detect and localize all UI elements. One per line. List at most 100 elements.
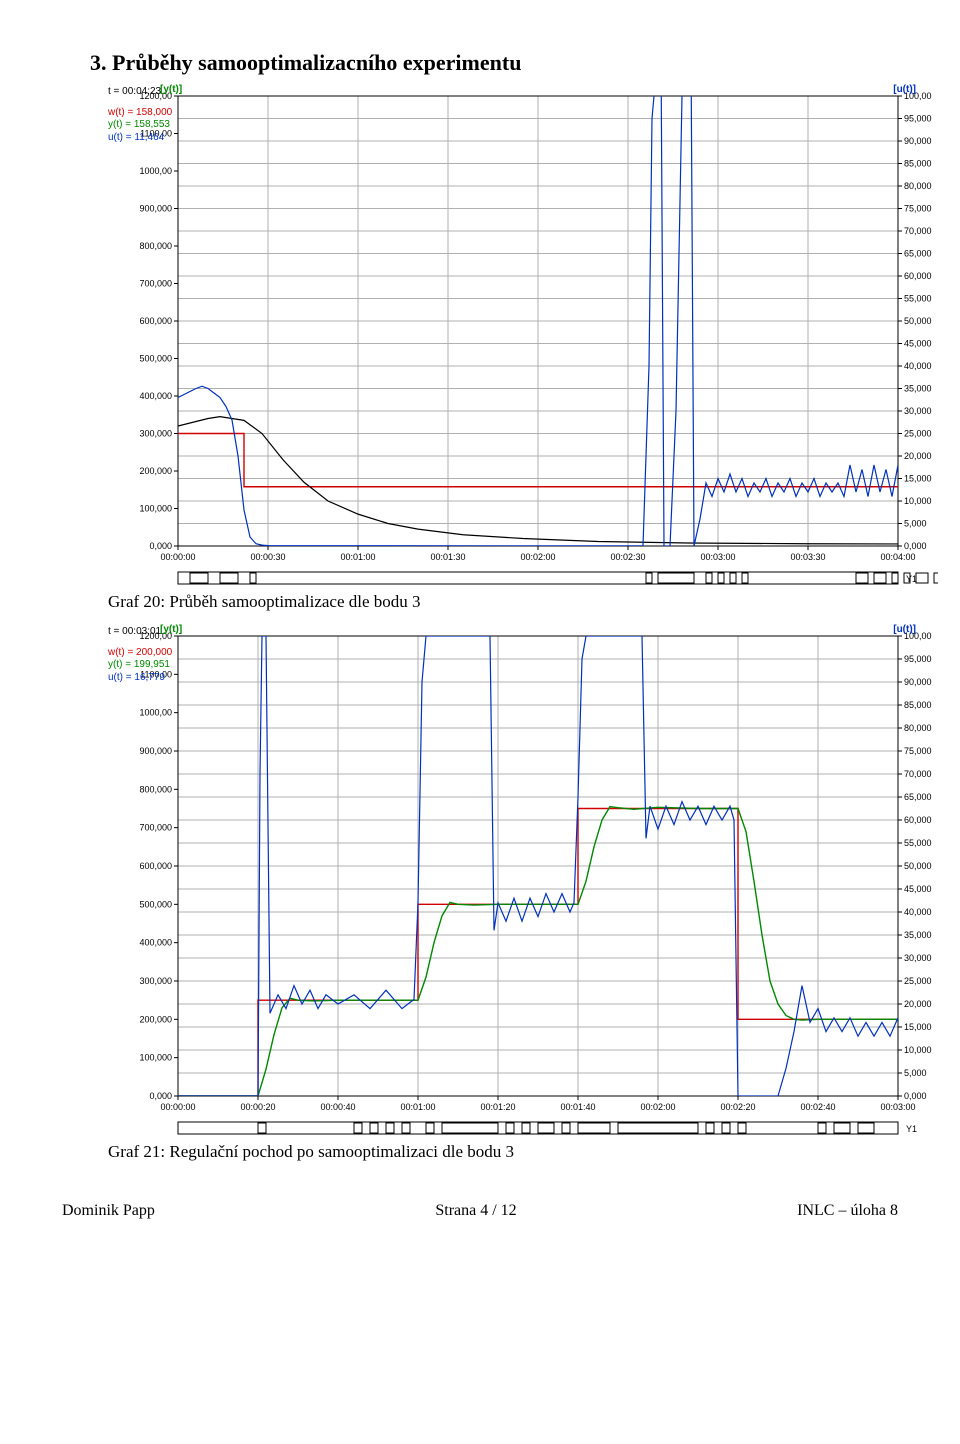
svg-text:0,000: 0,000	[904, 541, 927, 551]
svg-text:1000,00: 1000,00	[139, 166, 172, 176]
meta-y: y(t) = 158,553	[108, 119, 172, 132]
svg-text:10,000: 10,000	[904, 496, 932, 506]
meta-w: w(t) = 158,000	[108, 107, 172, 120]
chart-20-container: t = 00:04:23 w(t) = 158,000 y(t) = 158,5…	[108, 86, 938, 586]
chart-21-svg: 0,000 100,000 200,000 300,000 400,000 500,000…	[108, 626, 938, 1136]
svg-text:30,000: 30,000	[904, 406, 932, 416]
svg-text:80,000: 80,000	[904, 723, 932, 733]
svg-text:80,000: 80,000	[904, 181, 932, 191]
svg-text:00:02:30: 00:02:30	[610, 552, 645, 562]
svg-text:70,000: 70,000	[904, 769, 932, 779]
svg-text:00:01:40: 00:01:40	[560, 1102, 595, 1112]
svg-text:700,000: 700,000	[139, 279, 172, 289]
svg-text:75,000: 75,000	[904, 746, 932, 756]
svg-text:35,000: 35,000	[904, 384, 932, 394]
svg-text:900,000: 900,000	[139, 204, 172, 214]
svg-text:00:03:00: 00:03:00	[880, 1102, 915, 1112]
section-heading: 3. Průběhy samooptimalizacního experimen…	[90, 50, 900, 76]
svg-text:85,000: 85,000	[904, 159, 932, 169]
svg-text:300,000: 300,000	[139, 976, 172, 986]
chart-20-svg: 0,000100,000200,000300,000400,000500,000…	[108, 86, 938, 586]
chart-20-caption: Graf 20: Průběh samooptimalizace dle bod…	[108, 592, 900, 612]
svg-text:300,000: 300,000	[139, 429, 172, 439]
svg-text:00:04:00: 00:04:00	[880, 552, 915, 562]
footer-left: Dominik Papp	[62, 1202, 155, 1220]
svg-text:00:03:30: 00:03:30	[790, 552, 825, 562]
svg-text:400,000: 400,000	[139, 391, 172, 401]
page-footer: Dominik Papp Strana 4 / 12 INLC – úloha …	[60, 1202, 900, 1220]
svg-text:50,000: 50,000	[904, 316, 932, 326]
right-axis-title: [u(t)]	[893, 84, 916, 95]
svg-text:100,000: 100,000	[139, 1053, 172, 1063]
footer-center: Strana 4 / 12	[435, 1202, 516, 1220]
svg-text:55,000: 55,000	[904, 838, 932, 848]
svg-text:700,000: 700,000	[139, 823, 172, 833]
svg-text:00:02:00: 00:02:00	[520, 552, 555, 562]
svg-text:20,000: 20,000	[904, 999, 932, 1009]
meta-y: y(t) = 199,951	[108, 659, 172, 672]
svg-text:70,000: 70,000	[904, 226, 932, 236]
footer-right: INLC – úloha 8	[797, 1202, 898, 1220]
svg-text:00:00:20: 00:00:20	[240, 1102, 275, 1112]
svg-text:800,000: 800,000	[139, 241, 172, 251]
svg-text:95,000: 95,000	[904, 114, 932, 124]
svg-text:00:00:40: 00:00:40	[320, 1102, 355, 1112]
svg-text:60,000: 60,000	[904, 271, 932, 281]
svg-text:35,000: 35,000	[904, 930, 932, 940]
svg-text:0,000: 0,000	[149, 541, 172, 551]
svg-text:900,000: 900,000	[139, 746, 172, 756]
svg-text:00:01:30: 00:01:30	[430, 552, 465, 562]
svg-text:75,000: 75,000	[904, 204, 932, 214]
svg-text:1000,00: 1000,00	[139, 708, 172, 718]
svg-text:800,000: 800,000	[139, 784, 172, 794]
svg-text:40,000: 40,000	[904, 361, 932, 371]
svg-text:65,000: 65,000	[904, 792, 932, 802]
svg-text:0,000: 0,000	[149, 1091, 172, 1101]
svg-text:00:02:20: 00:02:20	[720, 1102, 755, 1112]
svg-text:0,000: 0,000	[904, 1091, 927, 1101]
svg-text:90,000: 90,000	[904, 136, 932, 146]
svg-text:90,000: 90,000	[904, 677, 932, 687]
svg-text:600,000: 600,000	[139, 316, 172, 326]
svg-text:200,000: 200,000	[139, 1014, 172, 1024]
svg-text:60,000: 60,000	[904, 815, 932, 825]
svg-text:200,000: 200,000	[139, 466, 172, 476]
svg-text:00:01:00: 00:01:00	[400, 1102, 435, 1112]
svg-text:600,000: 600,000	[139, 861, 172, 871]
svg-text:00:01:20: 00:01:20	[480, 1102, 515, 1112]
svg-text:45,000: 45,000	[904, 884, 932, 894]
svg-text:5,000: 5,000	[904, 1068, 927, 1078]
meta-w: w(t) = 200,000	[108, 647, 172, 660]
svg-text:00:00:00: 00:00:00	[160, 1102, 195, 1112]
svg-text:Y1: Y1	[906, 574, 917, 584]
svg-text:00:00:30: 00:00:30	[250, 552, 285, 562]
svg-text:30,000: 30,000	[904, 953, 932, 963]
svg-text:Y1: Y1	[906, 1124, 917, 1134]
svg-text:00:02:40: 00:02:40	[800, 1102, 835, 1112]
left-axis-title: [y(t)]	[160, 84, 182, 95]
svg-text:00:01:00: 00:01:00	[340, 552, 375, 562]
svg-text:65,000: 65,000	[904, 249, 932, 259]
meta-u: u(t) = 11,464	[108, 132, 172, 145]
svg-text:400,000: 400,000	[139, 938, 172, 948]
svg-text:55,000: 55,000	[904, 294, 932, 304]
svg-text:25,000: 25,000	[904, 976, 932, 986]
chart-21-caption: Graf 21: Regulační pochod po samooptimal…	[108, 1142, 900, 1162]
svg-text:95,000: 95,000	[904, 654, 932, 664]
svg-text:45,000: 45,000	[904, 339, 932, 349]
svg-text:15,000: 15,000	[904, 474, 932, 484]
meta-u: u(t) = 16,779	[108, 672, 172, 685]
chart-21-container: t = 00:03:01 w(t) = 200,000 y(t) = 199,9…	[108, 626, 938, 1136]
svg-text:500,000: 500,000	[139, 899, 172, 909]
svg-text:50,000: 50,000	[904, 861, 932, 871]
svg-text:10,000: 10,000	[904, 1045, 932, 1055]
svg-text:00:00:00: 00:00:00	[160, 552, 195, 562]
svg-text:40,000: 40,000	[904, 907, 932, 917]
svg-text:500,000: 500,000	[139, 354, 172, 364]
svg-text:00:02:00: 00:02:00	[640, 1102, 675, 1112]
svg-text:15,000: 15,000	[904, 1022, 932, 1032]
svg-text:20,000: 20,000	[904, 451, 932, 461]
svg-text:25,000: 25,000	[904, 429, 932, 439]
right-axis-title: [u(t)]	[893, 624, 916, 635]
left-axis-title: [y(t)]	[160, 624, 182, 635]
